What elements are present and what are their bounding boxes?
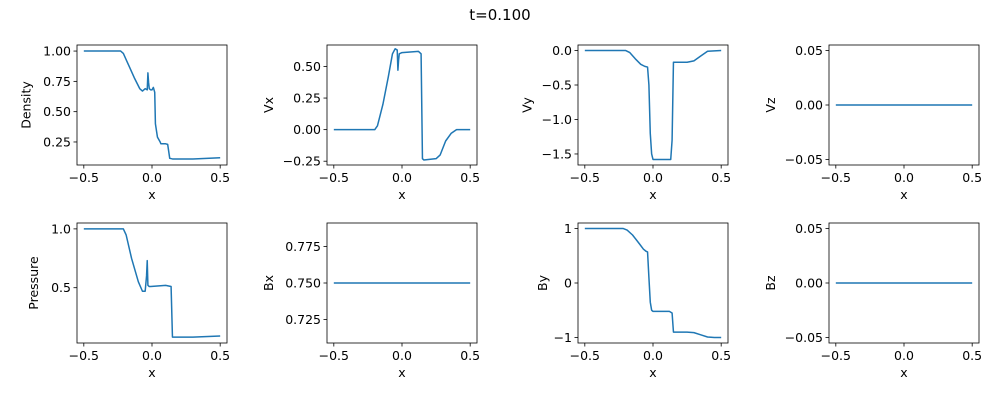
x-tick-label: 0.0	[894, 348, 914, 363]
y-tick-label: 0.25	[43, 134, 71, 149]
y-tick-label: −1.5	[542, 146, 572, 161]
y-axis-label: Bz	[763, 275, 778, 291]
subplot-vy: −0.5 0.0 0.5 −1.5 −1.0 −0.5 0.0 x Vy	[520, 43, 732, 202]
x-tick-label: 0.0	[142, 348, 162, 363]
x-tick-label: −0.5	[570, 348, 600, 363]
y-tick-label: −0.5	[542, 78, 572, 93]
x-axis-label: x	[148, 187, 155, 202]
series-line-pressure	[83, 228, 221, 338]
x-tick-label: 0.5	[711, 170, 731, 185]
y-axis-label: Vz	[763, 97, 778, 113]
series-line-by	[584, 227, 722, 339]
y-tick-label: 0.25	[293, 91, 321, 106]
y-tick-label: 0.00	[795, 98, 823, 113]
y-axis-label: By	[535, 274, 550, 291]
y-axis-label: Pressure	[26, 256, 41, 310]
x-tick-label: 0.5	[962, 170, 982, 185]
figure-title: t=0.100	[469, 6, 530, 24]
y-axis-label: Vx	[261, 97, 276, 113]
x-axis-label: x	[148, 365, 155, 380]
x-tick-label: −0.5	[69, 348, 99, 363]
x-tick-label: 0.5	[460, 348, 480, 363]
y-tick-label: 0.775	[285, 239, 321, 254]
series-line-vx	[333, 48, 471, 161]
x-tick-label: 0.0	[643, 348, 663, 363]
y-tick-label: 0.00	[293, 122, 321, 137]
y-tick-label: 0.5	[51, 280, 71, 295]
x-tick-label: 0.5	[210, 170, 230, 185]
x-axis-label: x	[649, 365, 656, 380]
series-line-density	[83, 50, 221, 160]
subplot-bz: −0.5 0.0 0.5 −0.05 0.00 0.05 x Bz	[763, 221, 982, 380]
y-tick-label: 0.50	[43, 104, 71, 119]
y-tick-label: 1.0	[51, 221, 71, 236]
subplot-vz: −0.5 0.0 0.5 −0.05 0.00 0.05 x Vz	[763, 43, 982, 202]
subplot-vx: −0.5 0.0 0.5 −0.25 0.00 0.25 0.50 x Vx	[261, 44, 480, 202]
y-tick-label: 1	[564, 221, 572, 236]
x-axis-label: x	[398, 365, 405, 380]
x-tick-label: −0.5	[319, 348, 349, 363]
y-tick-label: 1.00	[43, 44, 71, 59]
x-tick-label: 0.5	[711, 348, 731, 363]
y-tick-label: 0.05	[795, 221, 823, 236]
y-axis-label: Vy	[520, 97, 535, 113]
y-tick-label: 0.00	[795, 276, 823, 291]
y-tick-label: 0.50	[293, 59, 321, 74]
subplot-bx: −0.5 0.0 0.5 0.725 0.750 0.775 x Bx	[261, 222, 480, 380]
y-tick-label: 0.75	[43, 74, 71, 89]
x-tick-label: 0.0	[643, 170, 663, 185]
y-axis-label: Density	[19, 81, 34, 129]
y-tick-label: −0.05	[785, 330, 823, 345]
x-axis-label: x	[900, 365, 907, 380]
x-tick-label: −0.5	[821, 170, 851, 185]
y-tick-label: 0.0	[552, 43, 572, 58]
y-tick-label: 0.750	[285, 276, 321, 291]
x-tick-label: 0.0	[392, 348, 412, 363]
x-tick-label: 0.0	[894, 170, 914, 185]
x-tick-label: −0.5	[821, 348, 851, 363]
x-tick-label: −0.5	[570, 170, 600, 185]
y-tick-label: 0	[564, 276, 572, 291]
x-tick-label: 0.5	[460, 170, 480, 185]
x-axis-label: x	[900, 187, 907, 202]
x-tick-label: 0.0	[142, 170, 162, 185]
x-tick-label: −0.5	[69, 170, 99, 185]
y-axis-label: Bx	[261, 275, 276, 291]
y-tick-label: −1.0	[542, 112, 572, 127]
x-tick-label: 0.5	[210, 348, 230, 363]
y-tick-label: 0.05	[795, 43, 823, 58]
x-axis-label: x	[398, 187, 405, 202]
subplot-by: −0.5 0.0 0.5 −1 0 1 x By	[535, 221, 731, 380]
y-tick-label: −0.05	[785, 152, 823, 167]
subplot-density: −0.5 0.0 0.5 0.25 0.50 0.75 1.00 x Density	[19, 44, 231, 202]
y-tick-label: 0.725	[285, 312, 321, 327]
x-tick-label: −0.5	[319, 170, 349, 185]
x-tick-label: 0.5	[962, 348, 982, 363]
series-line-vy	[584, 49, 722, 161]
subplot-pressure: −0.5 0.0 0.5 0.5 1.0 x Pressure	[26, 221, 230, 380]
y-tick-label: −1	[554, 330, 572, 345]
x-tick-label: 0.0	[392, 170, 412, 185]
x-axis-label: x	[649, 187, 656, 202]
y-tick-label: −0.25	[283, 154, 321, 169]
